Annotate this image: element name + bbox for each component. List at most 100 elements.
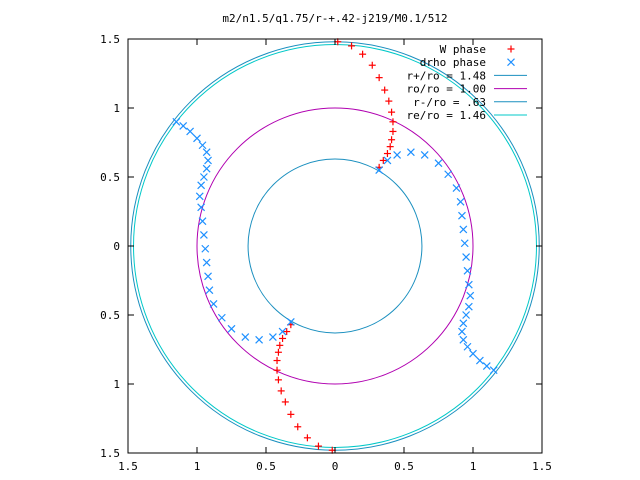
y-tick-label: 0.5 [100,309,120,322]
radius-circle [247,158,423,334]
data-point [389,127,397,135]
data-point [406,148,415,157]
series-drho-phase [172,117,498,375]
legend-entry: r+/ro = 1.48 [407,69,527,82]
data-point [456,197,465,206]
data-point [458,327,466,336]
data-point [179,122,188,130]
data-point [383,150,391,158]
data-point [172,117,181,126]
y-tick-label: 0.5 [100,171,120,184]
data-point [379,156,387,164]
data-point [368,61,376,69]
legend-label: ro/ro = 1.00 [407,83,486,96]
data-point [204,272,212,281]
data-point [202,258,211,267]
x-tick-label: 0.5 [394,460,414,473]
data-point [273,366,281,374]
data-point [186,127,195,136]
data-point [348,42,356,50]
x-tick-label: 0.5 [256,460,276,473]
data-point [197,203,206,212]
data-point [198,141,207,150]
data-point [268,333,277,342]
data-point [460,239,469,248]
legend-marker-sample [507,58,515,67]
legend-marker-sample [507,45,515,53]
x-tick-label: 1 [470,460,477,473]
data-point [278,327,287,336]
data-series [172,38,498,454]
data-point [274,376,282,384]
legend-label: re/ro = 1.46 [407,109,486,122]
data-point [462,253,471,261]
data-point [444,170,453,179]
data-point [459,335,468,344]
data-point [463,266,472,275]
data-point [383,156,392,165]
x-tick-label: 1.5 [532,460,552,473]
data-point [385,97,393,105]
legend-entry: r-/ro = .63 [413,96,527,109]
radius-circle [196,107,474,385]
data-point [204,156,212,165]
data-point [217,313,226,322]
data-point [286,317,295,326]
data-point [193,134,201,143]
data-point [294,423,302,431]
data-point [303,434,311,442]
legend-entry: drho phase [420,56,515,69]
data-point [489,366,498,375]
data-point [381,86,389,94]
data-point [463,342,472,351]
data-point [277,387,285,395]
data-point [393,150,402,159]
legend-label: r-/ro = .63 [413,96,486,109]
data-point [475,356,484,365]
data-point [386,143,394,151]
data-point [482,362,491,370]
data-point [274,348,282,356]
series-W-phase [273,38,397,454]
data-point [459,225,468,234]
legend-entry: re/ro = 1.46 [407,109,527,122]
data-point [359,50,367,58]
data-point [199,231,208,239]
data-point [198,217,207,226]
axis-ticks: 1.5 1 0.5 0 0.5 1 1.51.510.500.511.5 [100,33,552,473]
data-point [227,324,236,333]
y-tick-label: 1 [113,102,120,115]
data-point [195,192,204,201]
data-point [201,244,210,253]
data-point [314,442,322,450]
data-point [283,328,291,336]
data-point [279,334,287,342]
legend-entry: W phase [440,43,515,56]
data-point [281,398,289,406]
data-point [255,335,264,344]
x-tick-label: 1.5 [118,460,138,473]
data-point [459,319,468,328]
data-point [287,410,295,418]
data-point [420,150,429,159]
data-point [375,74,383,82]
data-point [202,148,211,157]
data-point [241,333,250,342]
legend-label: r+/ro = 1.48 [407,69,486,82]
chart-title: m2/n1.5/q1.75/r-+.42-j219/M0.1/512 [222,12,447,25]
data-point [197,181,206,190]
data-point [464,280,473,289]
y-tick-label: 1 [113,378,120,391]
x-tick-label: 0 [332,460,339,473]
legend-label: drho phase [420,56,486,69]
data-point [434,159,443,168]
y-tick-label: 1.5 [100,447,120,460]
legend-label: W phase [440,43,486,56]
data-point [205,286,214,295]
data-point [462,311,471,319]
data-point [389,118,397,126]
data-point [273,357,281,365]
y-tick-label: 1.5 [100,33,120,46]
